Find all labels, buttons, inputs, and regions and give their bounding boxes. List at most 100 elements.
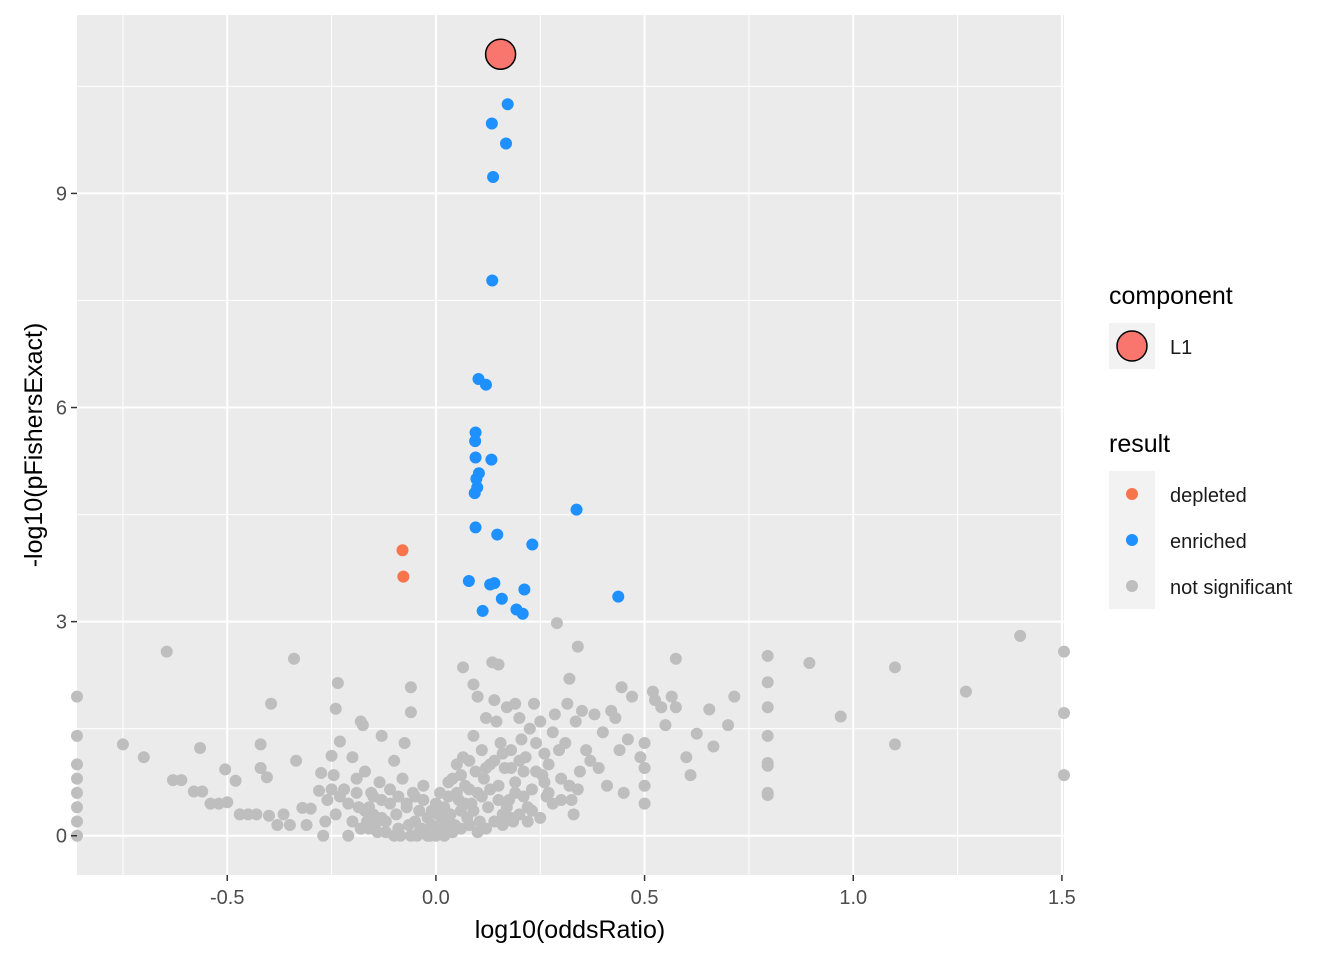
point-not-significant [521,815,534,828]
point-enriched [476,604,489,617]
point-not-significant [404,681,417,694]
point-not-significant [71,815,83,828]
point-not-significant [488,694,501,707]
point-not-significant [71,758,83,771]
point-not-significant [573,765,586,778]
point-not-significant [515,733,528,746]
grid-major [77,15,1064,875]
point-not-significant [1058,706,1070,719]
point-not-significant [513,808,526,821]
point-not-significant [703,703,716,716]
point-not-significant [315,766,328,779]
point-not-significant [525,804,538,817]
x-tick-label: -0.5 [210,887,244,909]
point-not-significant [404,706,417,719]
point-not-significant [342,797,355,810]
point-not-significant [477,772,490,785]
point-not-significant [409,790,422,803]
x-tick-label: 1.0 [839,887,867,909]
y-tick-label: 3 [56,612,67,634]
point-not-significant [463,754,476,767]
point-not-significant [492,794,505,807]
point-enriched [501,98,514,111]
point-not-significant [888,661,901,674]
point-not-significant [534,811,547,824]
point-not-significant [655,701,668,714]
point-not-significant [400,801,413,814]
point-enriched [500,137,513,150]
point-not-significant [530,736,543,749]
legend-label-depleted: depleted [1170,485,1247,507]
point-not-significant [530,765,543,778]
point-not-significant [204,797,217,810]
point-not-significant [331,677,344,690]
point-not-significant [367,790,380,803]
legend-result-title: result [1109,430,1170,458]
point-not-significant [392,790,405,803]
point-not-significant [373,776,386,789]
point-enriched [479,378,492,391]
legend-key-depleted [1126,488,1138,500]
point-not-significant [626,690,639,703]
point-enriched [518,583,531,596]
point-not-significant [379,826,392,839]
point-not-significant [463,783,476,796]
point-not-significant [588,708,601,721]
point-not-significant [321,794,334,807]
point-not-significant [638,736,651,749]
point-not-significant [523,722,536,735]
point-enriched [485,453,498,466]
point-not-significant [1014,629,1027,642]
point-not-significant [488,754,501,767]
point-depleted [397,570,410,583]
point-not-significant [596,726,609,739]
point-not-significant [333,735,346,748]
point-not-significant [479,822,492,835]
legend-component-title: component [1109,282,1233,310]
point-not-significant [469,765,482,778]
point-not-significant [580,744,593,757]
point-not-significant [288,652,301,665]
point-not-significant [761,649,774,662]
point-not-significant [346,815,359,828]
point-not-significant [479,711,492,724]
point-not-significant [219,763,232,776]
point-not-significant [444,808,457,821]
point-enriched [469,426,482,439]
point-not-significant [567,808,580,821]
y-tick-label: 0 [56,826,67,848]
point-not-significant [555,772,568,785]
point-not-significant [319,815,332,828]
point-enriched [526,538,539,551]
point-not-significant [509,697,522,710]
point-not-significant [384,783,397,796]
data-points [71,38,1070,842]
point-not-significant [467,804,480,817]
point-not-significant [116,738,129,751]
point-not-significant [621,733,634,746]
point-not-significant [542,786,555,799]
point-not-significant [325,749,338,762]
point-not-significant [187,785,200,798]
legend-key-L1 [1116,330,1148,362]
point-not-significant [71,729,83,742]
point-not-significant [313,784,326,797]
point-not-significant [555,794,568,807]
point-not-significant [342,829,355,842]
point-not-significant [304,802,317,815]
legend-key-enriched [1126,534,1138,546]
point-not-significant [561,697,574,710]
point-not-significant [429,829,442,842]
x-tick-label: 0.0 [422,887,450,909]
point-enriched [469,451,482,464]
point-not-significant [490,715,503,728]
point-not-significant [329,808,342,821]
point-component-L1 [484,38,517,71]
point-not-significant [329,702,342,715]
point-not-significant [609,711,622,724]
point-not-significant [450,786,463,799]
point-not-significant [265,697,278,710]
point-not-significant [436,808,449,821]
point-not-significant [479,761,492,774]
